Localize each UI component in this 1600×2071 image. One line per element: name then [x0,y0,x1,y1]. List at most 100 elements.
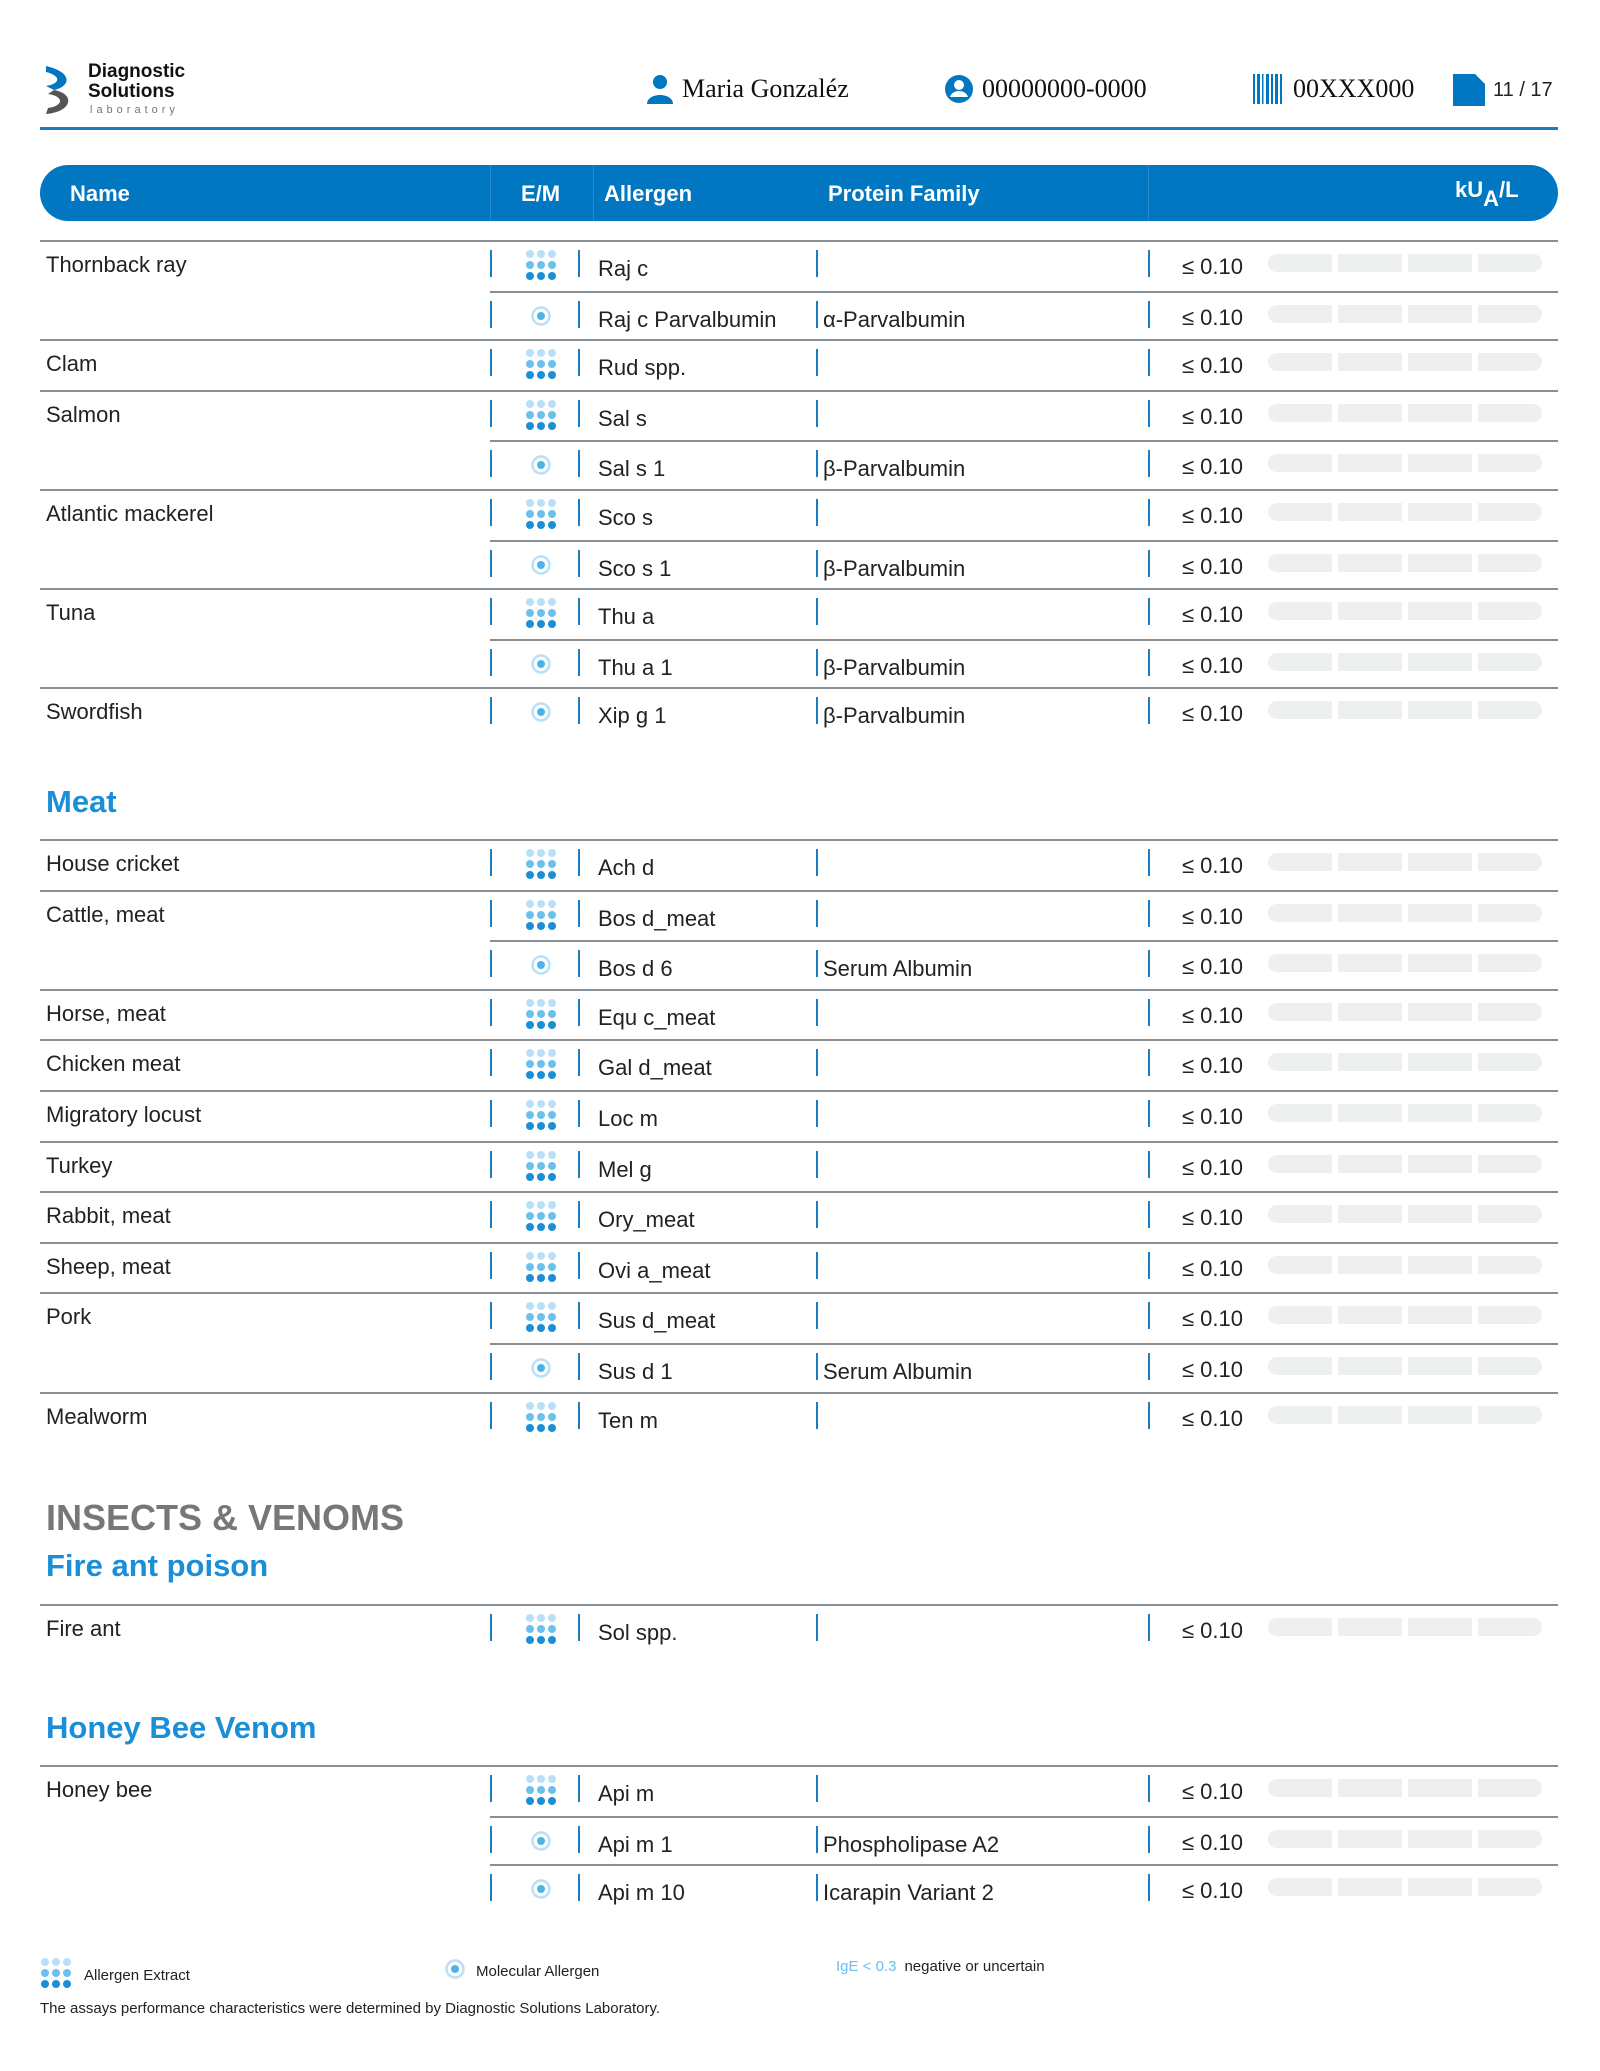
column-divider [578,549,580,577]
column-divider [816,1150,818,1178]
table-row: Thu a ≤ 0.10 [490,590,1558,639]
column-divider [1148,1401,1150,1429]
result-value: ≤ 0.10 [1182,1779,1244,1804]
column-divider [816,1874,818,1902]
allergen-code: Sal s 1 [598,456,666,482]
allergen-source-name: Horse, meat [46,1000,166,1026]
allergen-source-name: Chicken meat [46,1051,181,1077]
result-value: ≤ 0.10 [1182,353,1244,379]
allergen-source-name: Salmon [46,401,121,427]
section-title-honey-bee: Honey Bee Venom [46,1710,317,1745]
allergen-code: Sus d 1 [598,1358,673,1384]
table-row-group: Salmon Sal s ≤ 0.10 Sal s 1 β-Parvalbumin ≤ 0… [40,389,1558,489]
legend-threshold: IgE < 0.3 negative or uncertain [836,1958,1045,1975]
column-divider [1148,250,1150,277]
allergen-source-name: Sheep, meat [46,1253,171,1279]
bar-segment [1268,403,1332,422]
allergen-extract-icon [525,498,557,534]
result-value: ≤ 0.10 [1182,1002,1244,1028]
column-divider [816,849,818,876]
column-divider [490,1401,492,1429]
barcode-icon [1253,74,1282,104]
table-row-group: House cricket Ach d ≤ 0.10 [40,839,1558,890]
result-value: ≤ 0.10 [1182,1618,1244,1643]
allergen-code: Xip g 1 [598,703,667,729]
category-title: INSECTS & VENOMS [46,1497,405,1538]
column-divider [816,950,818,978]
column-divider [578,349,580,377]
protein-family: β-Parvalbumin [823,703,966,729]
table-row: Mel g ≤ 0.10 [490,1143,1558,1192]
result-level-bar [1268,602,1542,621]
patient-id-text: 00000000-0000 [982,74,1147,103]
bar-segment [1408,1205,1472,1224]
bar-segment [1338,903,1402,922]
column-divider [578,1614,580,1641]
bar-segment [1268,1405,1332,1424]
table-row: Api m 1 Phospholipase A2 ≤ 0.10 [490,1815,1558,1865]
column-divider [816,648,818,676]
table-row-group: Cattle, meat Bos d_meat ≤ 0.10 Bos d 6 Serum… [40,889,1558,989]
column-divider [490,899,492,927]
column-divider [490,1251,492,1279]
result-value: ≤ 0.10 [1182,1154,1244,1180]
protein-family: β-Parvalbumin [823,555,966,581]
column-divider [816,899,818,927]
column-divider [578,648,580,676]
allergen-code: Bos d 6 [598,956,673,982]
legend-extract: Allergen Extract [40,1958,190,1992]
bar-segment [1268,553,1332,572]
column-divider [1148,1614,1150,1641]
column-divider [816,498,818,526]
col-em: E/M [521,181,561,206]
result-value: ≤ 0.10 [1182,1205,1244,1231]
bar-segment [1338,1405,1402,1424]
bar-segment [1408,853,1472,871]
bar-segment [1478,903,1542,922]
page-indicator: 11 / 17 [1453,74,1553,106]
column-divider [1148,998,1150,1026]
bar-segment [1408,454,1472,473]
result-level-bar [1268,1053,1542,1072]
allergen-extract-icon [525,1150,557,1186]
allergen-code: Sco s [598,504,654,530]
column-divider [578,697,580,725]
result-level-bar [1268,1878,1542,1897]
allergen-code: Ach d [598,855,655,880]
legend-threshold-value: IgE < 0.3 [836,1958,897,1975]
sample-code: 00XXX000 [1253,74,1414,104]
bar-segment [1338,1205,1402,1224]
bar-segment [1478,1205,1542,1224]
allergen-source-name: Clam [46,351,98,377]
document-icon [1453,74,1485,106]
column-divider [1148,1150,1150,1178]
allergen-extract-icon [525,399,557,435]
column-divider [578,899,580,927]
allergen-extract-icon [525,1302,557,1337]
column-divider [1148,1302,1150,1330]
allergen-code: Raj c Parvalbumin [598,306,777,332]
bar-segment [1338,1618,1402,1636]
bar-segment [1338,304,1402,323]
bar-segment [1478,1618,1542,1636]
result-value: ≤ 0.10 [1182,652,1244,678]
bar-segment [1268,903,1332,922]
result-value: ≤ 0.10 [1182,1405,1244,1431]
allergen-source-name: Cattle, meat [46,901,165,927]
column-divider [816,598,818,626]
column-divider [1148,598,1150,626]
result-value: ≤ 0.10 [1182,1306,1244,1332]
bar-segment [1408,1356,1472,1375]
bar-segment [1338,1878,1402,1897]
allergen-extract-icon [525,349,557,384]
column-divider [1148,549,1150,577]
allergen-code: Sus d_meat [598,1308,716,1334]
legend-extract-label: Allergen Extract [84,1966,190,1984]
column-divider [578,1201,580,1229]
column-divider [490,1614,492,1641]
bar-segment [1478,853,1542,871]
protein-family: β-Parvalbumin [823,456,966,482]
column-divider [1148,1201,1150,1229]
column-divider [816,998,818,1026]
allergen-code: Ten m [598,1407,658,1433]
